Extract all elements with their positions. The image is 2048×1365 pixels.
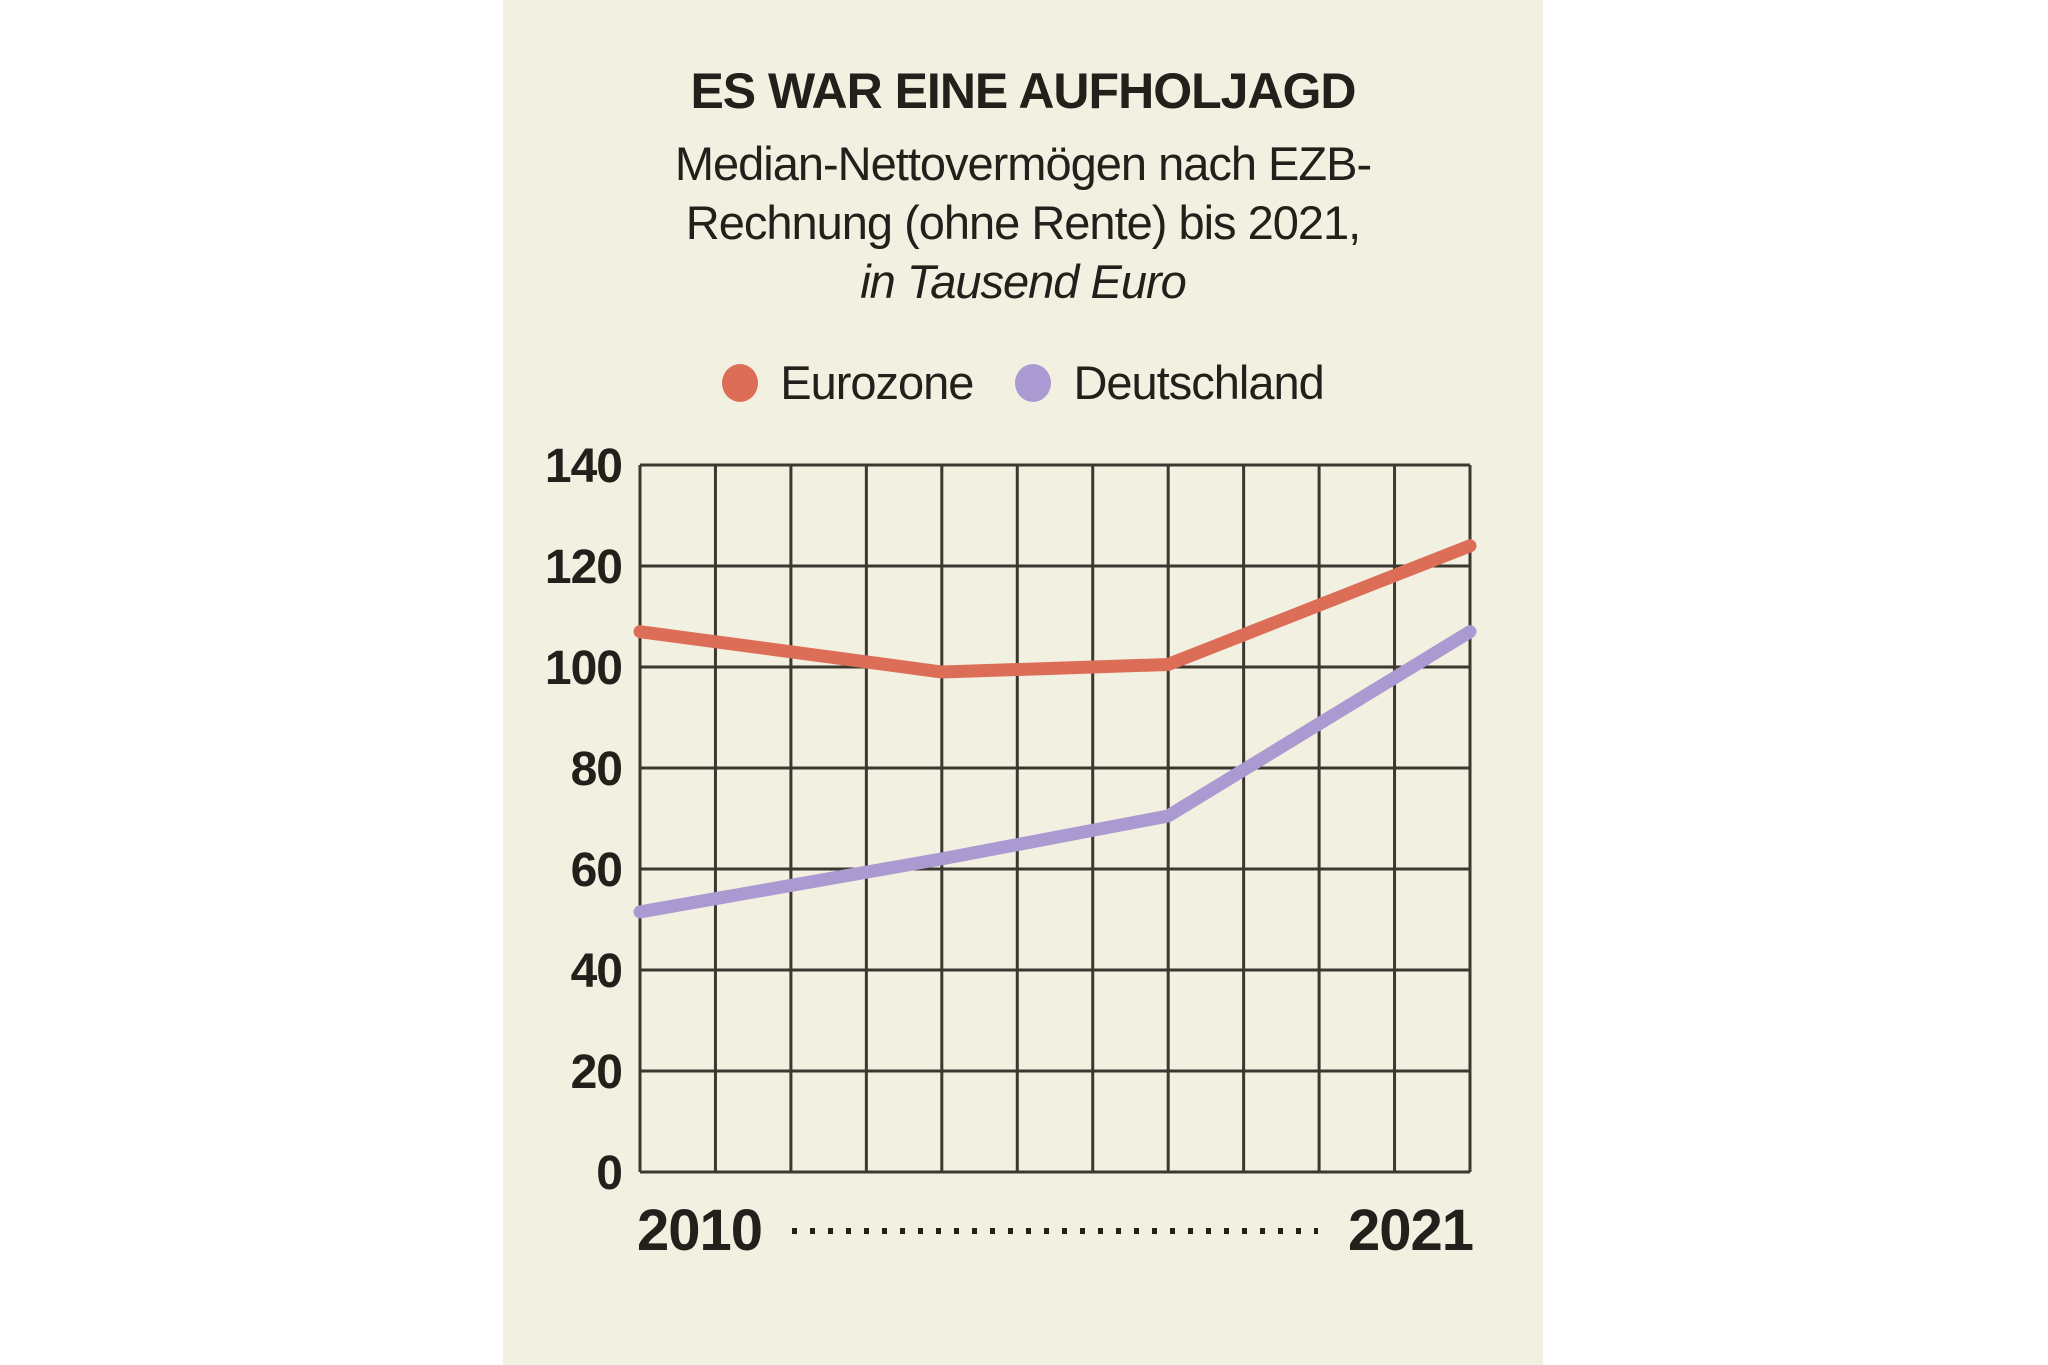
chart-title: ES WAR EINE AUFHOLJAGD bbox=[690, 63, 1356, 119]
legend-label-eurozone: Eurozone bbox=[780, 356, 974, 409]
y-tick-label-40: 40 bbox=[571, 945, 622, 998]
series-line-deutschland bbox=[633, 625, 1477, 919]
chart-subtitle-unit: in Tausend Euro bbox=[860, 255, 1187, 308]
legend-item-eurozone: Eurozone bbox=[722, 355, 974, 410]
line-chart: 0 20 40 60 80 100 120 140 2010 2021 bbox=[545, 440, 1477, 1263]
chart-subtitle-line-1: Median-Nettovermögen nach EZB- bbox=[674, 137, 1372, 190]
chart-header: ES WAR EINE AUFHOLJAGD Median-Nettovermö… bbox=[503, 0, 1543, 311]
y-tick-label-100: 100 bbox=[545, 642, 622, 695]
deutschland-dot-icon bbox=[1015, 363, 1052, 402]
series-line-eurozone bbox=[633, 539, 1477, 679]
legend-label-deutschland: Deutschland bbox=[1073, 356, 1324, 409]
legend-item-deutschland: Deutschland bbox=[1015, 355, 1325, 410]
y-tick-label-140: 140 bbox=[545, 440, 622, 493]
chart-subtitle-line-2: Rechnung (ohne Rente) bis 2021, bbox=[685, 196, 1361, 249]
y-tick-label-0: 0 bbox=[596, 1147, 622, 1200]
y-tick-label-60: 60 bbox=[571, 844, 622, 897]
chart-legend: Eurozone Deutschland bbox=[503, 355, 1543, 410]
y-tick-label-80: 80 bbox=[571, 743, 622, 796]
chart-panel: ES WAR EINE AUFHOLJAGD Median-Nettovermö… bbox=[503, 0, 1543, 1365]
x-axis-label-end: 2021 bbox=[1348, 1198, 1473, 1263]
eurozone-dot-icon bbox=[722, 363, 759, 402]
y-tick-label-120: 120 bbox=[545, 541, 622, 594]
x-axis-label-start: 2010 bbox=[637, 1198, 762, 1263]
y-tick-label-20: 20 bbox=[571, 1046, 622, 1099]
